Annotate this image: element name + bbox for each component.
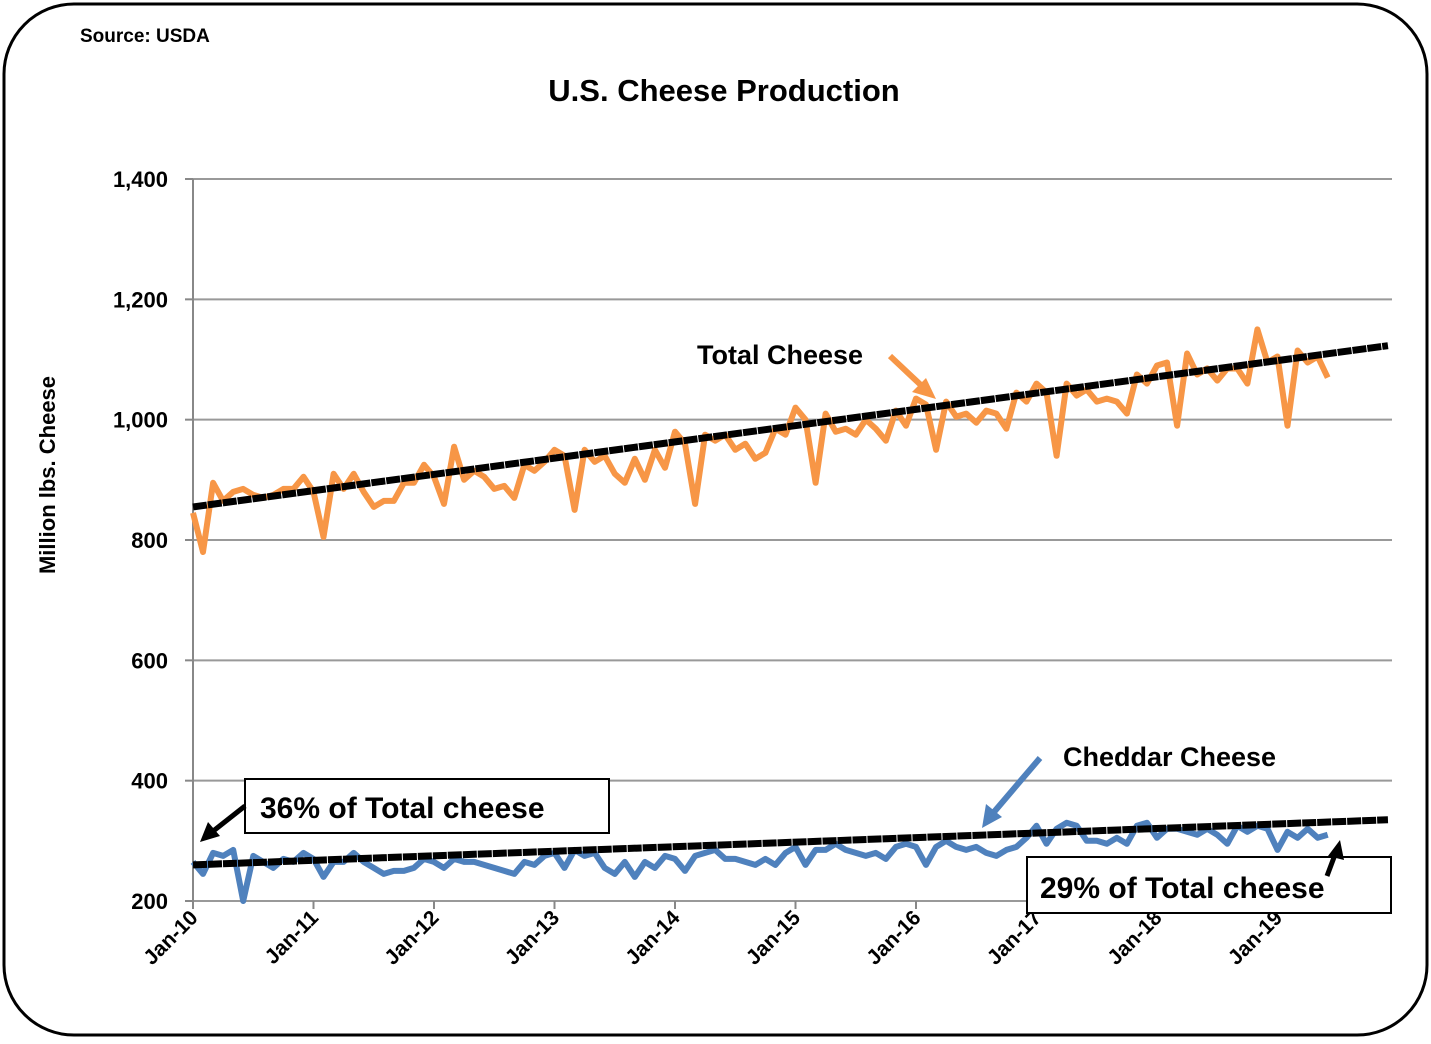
y-tick-label: 800 [131, 528, 168, 553]
y-tick-label: 600 [131, 648, 168, 673]
right-percentage-text: 29% of Total cheese [1040, 872, 1325, 905]
left-percentage-box: 36% of Total cheese [200, 778, 610, 842]
chart-title: U.S. Cheese Production [548, 73, 899, 108]
y-axis-label: Million lbs. Cheese [35, 376, 60, 574]
series-lines [190, 326, 1389, 904]
y-axis-ticks: 200 400 600 800 1,000 1,200 1,400 [113, 167, 193, 914]
cheddar-cheese-trendline [192, 816, 1389, 869]
y-tick-label: 1,000 [113, 408, 168, 433]
y-tick-label: 1,200 [113, 287, 168, 312]
left-percentage-text: 36% of Total cheese [260, 792, 545, 825]
cheddar-cheese-line [190, 819, 1329, 904]
cheddar-arrow [982, 756, 1043, 828]
total-cheese-trendline [192, 342, 1389, 511]
y-tick-label: 1,400 [113, 167, 168, 192]
total-arrow [887, 353, 936, 399]
cheddar-cheese-label: Cheddar Cheese [1063, 742, 1276, 772]
y-tick-label: 200 [131, 889, 168, 914]
y-tick-label: 400 [131, 769, 168, 794]
total-cheese-label: Total Cheese [697, 340, 863, 370]
right-percentage-box: 29% of Total cheese [1026, 840, 1392, 914]
source-text: Source: USDA [80, 26, 210, 47]
